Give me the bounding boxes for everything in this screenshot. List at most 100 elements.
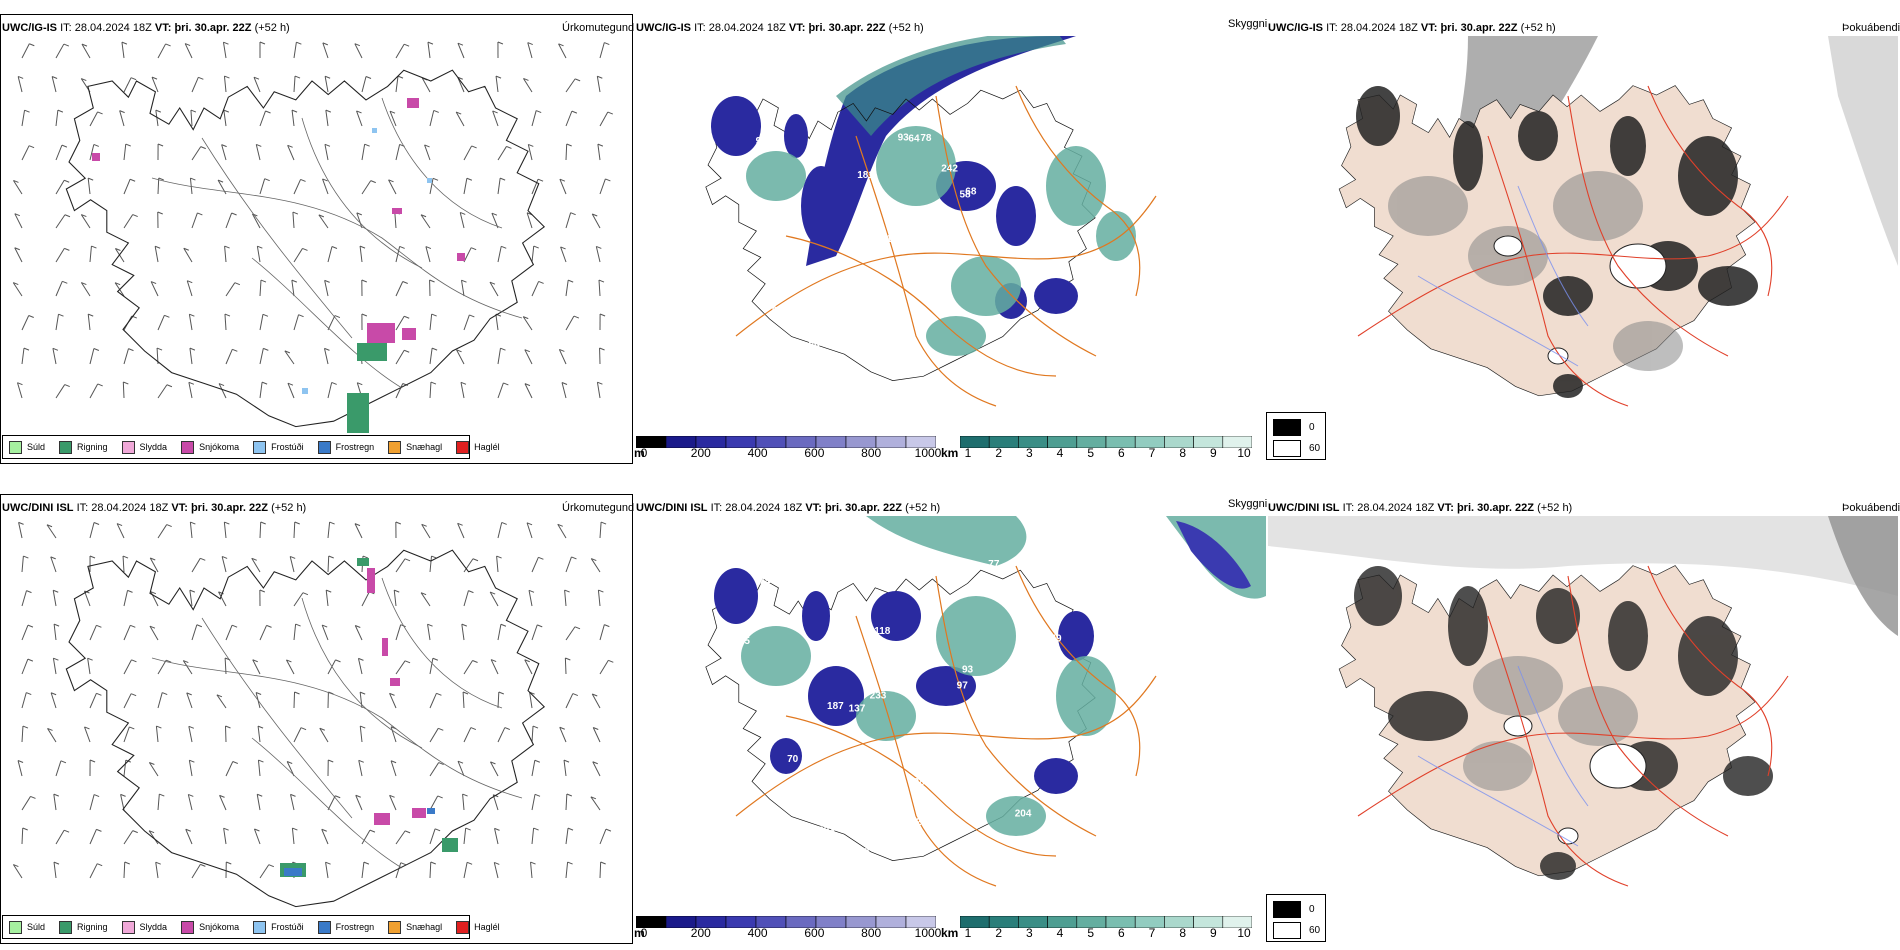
wind-barb-flag xyxy=(465,827,471,831)
wind-barb xyxy=(223,110,227,127)
wind-barb xyxy=(463,558,474,573)
wind-barb-flag xyxy=(22,725,29,729)
wind-barb xyxy=(463,660,473,675)
wind-barb xyxy=(223,522,227,539)
map-value-label: 146 xyxy=(818,543,835,554)
wind-barb xyxy=(293,521,296,539)
wind-barb xyxy=(157,659,167,675)
wind-barb-flag xyxy=(150,557,156,561)
wind-barb xyxy=(489,281,499,297)
wind-barb xyxy=(497,178,501,195)
wind-barb xyxy=(524,659,533,675)
it-label: IT: xyxy=(60,22,72,34)
wind-barb-flag xyxy=(431,555,437,559)
wind-barb xyxy=(497,146,507,161)
wind-barb xyxy=(325,862,329,879)
wind-barb xyxy=(395,558,406,573)
wind-barb-flag xyxy=(300,178,306,182)
colorbar-tick-label: 400 xyxy=(747,926,768,940)
legend-item: Frostúði xyxy=(253,440,304,454)
colorbar-tick-label: 400 xyxy=(747,446,768,460)
wind-barb xyxy=(395,660,406,675)
wind-barb xyxy=(89,383,99,399)
wind-barb-flag xyxy=(259,589,266,593)
wind-barb xyxy=(150,591,159,607)
wind-barb-flag xyxy=(500,347,506,351)
wind-barb-flag xyxy=(456,349,462,353)
map-value-label: 93 xyxy=(1073,560,1085,571)
colorbar-tick-label: 4 xyxy=(1056,926,1064,940)
wind-barb xyxy=(325,590,329,607)
wind-barb xyxy=(324,76,329,93)
wind-barb-flag xyxy=(197,212,203,216)
wind-barb xyxy=(55,384,66,399)
wind-barb xyxy=(356,212,363,229)
map-value-label: 79 xyxy=(809,341,821,352)
map-value-label: 187 xyxy=(827,701,844,712)
wind-barb-flag xyxy=(369,829,376,833)
wind-barb-flag xyxy=(295,623,301,627)
legend-item: Snæhagl xyxy=(388,920,442,934)
wind-barb-flag xyxy=(260,521,266,525)
wind-barb xyxy=(457,77,465,93)
wind-barb xyxy=(557,524,567,539)
wind-barb-flag xyxy=(216,694,223,698)
wind-barb-flag xyxy=(188,793,194,797)
wind-barb xyxy=(490,659,499,675)
wind-barb-flag xyxy=(571,110,578,114)
wind-barb-flag xyxy=(431,347,438,351)
map-value-label: 113 xyxy=(1117,119,1134,130)
colorbar-tick-label: 800 xyxy=(861,446,882,460)
wind-barb xyxy=(599,522,602,539)
wind-barb xyxy=(529,692,533,709)
wind-barb-flag xyxy=(298,314,304,318)
wind-barb xyxy=(123,590,129,607)
map-value-label: 93 xyxy=(898,132,910,143)
wind-barb xyxy=(225,349,233,365)
wind-barb xyxy=(150,281,159,297)
wind-barbs xyxy=(12,41,614,399)
wind-barb-flag xyxy=(87,657,93,661)
wind-barb xyxy=(21,348,25,365)
wind-barb-flag xyxy=(404,349,410,353)
wind-barb-flag xyxy=(324,279,330,283)
colorbar-tick-label: 600 xyxy=(804,926,825,940)
wind-barb xyxy=(463,145,473,161)
wind-barb xyxy=(389,693,397,709)
colorbar-tick-label: 10 xyxy=(1237,446,1251,460)
wind-barb xyxy=(590,558,601,573)
wind-barb-flag xyxy=(291,109,298,113)
legend-item: Rigning xyxy=(59,920,108,934)
wind-barb-flag xyxy=(590,796,597,800)
map-value-label: 79 xyxy=(752,835,764,846)
wind-barb xyxy=(497,382,504,399)
wind-barb xyxy=(285,659,295,675)
wind-barb-flag xyxy=(572,693,579,696)
wind-barb xyxy=(291,280,295,297)
wind-barb xyxy=(12,864,23,879)
map-value-label: 88 xyxy=(897,220,909,231)
row-2-header-precip: UWC/DINI ISL IT: 28.04.2024 18Z VT: þri.… xyxy=(2,502,307,514)
fog-map-2 xyxy=(1268,516,1898,887)
wind-barb-flag xyxy=(186,692,192,696)
wind-barb-flag xyxy=(420,592,427,596)
wind-barb xyxy=(191,558,201,573)
wind-barb-flag xyxy=(466,177,473,181)
wind-barb xyxy=(155,110,159,127)
map-value-label: 131 xyxy=(887,538,904,549)
legend-item: Slydda xyxy=(121,440,167,454)
wind-barb-flag xyxy=(592,693,598,697)
wind-barb-flag xyxy=(265,110,271,114)
wind-barb xyxy=(21,796,31,811)
model-name: UWC/IG-IS xyxy=(2,22,57,34)
wind-barb xyxy=(123,726,130,743)
colorbar-tick-label: 6 xyxy=(1117,446,1125,460)
wind-barb-flag xyxy=(460,381,467,385)
wind-barb xyxy=(463,314,470,331)
wind-barb xyxy=(225,212,233,229)
wind-barb xyxy=(218,591,227,607)
wind-barb-flag xyxy=(394,589,400,593)
wind-barb-flag xyxy=(23,555,29,559)
wind-barb-flag xyxy=(190,521,196,525)
wind-barb xyxy=(123,625,131,641)
